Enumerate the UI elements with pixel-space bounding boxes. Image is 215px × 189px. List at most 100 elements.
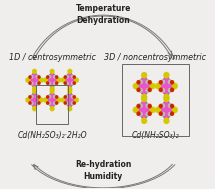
Circle shape bbox=[46, 75, 49, 79]
Circle shape bbox=[46, 95, 49, 99]
Circle shape bbox=[30, 82, 33, 85]
Polygon shape bbox=[158, 99, 175, 121]
Circle shape bbox=[146, 104, 149, 107]
Circle shape bbox=[50, 89, 55, 94]
Circle shape bbox=[32, 86, 37, 91]
Circle shape bbox=[55, 101, 58, 105]
Polygon shape bbox=[63, 91, 77, 109]
Text: Cd(NH₂SO₃)₂: Cd(NH₂SO₃)₂ bbox=[132, 131, 179, 140]
Circle shape bbox=[172, 107, 178, 113]
Circle shape bbox=[146, 112, 149, 116]
Circle shape bbox=[159, 80, 163, 84]
Circle shape bbox=[73, 81, 76, 85]
Circle shape bbox=[133, 83, 139, 89]
Circle shape bbox=[73, 75, 76, 79]
Circle shape bbox=[68, 89, 72, 94]
Circle shape bbox=[148, 112, 152, 116]
Text: 3D / noncentrosymmetric: 3D / noncentrosymmetric bbox=[104, 53, 206, 62]
Circle shape bbox=[37, 75, 41, 79]
Circle shape bbox=[39, 97, 44, 102]
Circle shape bbox=[163, 118, 169, 124]
Circle shape bbox=[55, 95, 58, 99]
Polygon shape bbox=[28, 91, 41, 109]
Circle shape bbox=[137, 80, 141, 84]
Circle shape bbox=[54, 75, 56, 78]
Circle shape bbox=[146, 88, 149, 92]
Circle shape bbox=[64, 81, 67, 85]
Circle shape bbox=[139, 104, 142, 107]
Circle shape bbox=[66, 82, 68, 85]
Circle shape bbox=[161, 80, 164, 84]
Circle shape bbox=[30, 75, 33, 78]
Circle shape bbox=[66, 102, 68, 105]
Circle shape bbox=[170, 88, 174, 92]
Circle shape bbox=[163, 94, 169, 100]
Circle shape bbox=[57, 77, 61, 83]
Circle shape bbox=[37, 81, 41, 85]
Circle shape bbox=[170, 104, 174, 108]
Polygon shape bbox=[28, 71, 41, 89]
Circle shape bbox=[25, 97, 30, 102]
Circle shape bbox=[28, 101, 32, 105]
Circle shape bbox=[149, 83, 155, 89]
Circle shape bbox=[137, 88, 141, 92]
Circle shape bbox=[148, 88, 152, 92]
Circle shape bbox=[161, 112, 164, 116]
Polygon shape bbox=[63, 71, 77, 89]
Circle shape bbox=[71, 102, 74, 105]
Circle shape bbox=[73, 95, 76, 99]
Polygon shape bbox=[136, 99, 152, 121]
Circle shape bbox=[149, 107, 155, 113]
Circle shape bbox=[163, 72, 169, 78]
Circle shape bbox=[139, 112, 142, 116]
Text: Temperature: Temperature bbox=[75, 4, 131, 13]
Circle shape bbox=[155, 83, 161, 89]
Circle shape bbox=[36, 75, 39, 78]
Polygon shape bbox=[45, 71, 59, 89]
Circle shape bbox=[159, 88, 163, 92]
Circle shape bbox=[74, 77, 79, 83]
Circle shape bbox=[64, 75, 67, 79]
Bar bbox=[122, 64, 189, 136]
Circle shape bbox=[68, 86, 72, 91]
Circle shape bbox=[66, 75, 68, 78]
Circle shape bbox=[172, 83, 178, 89]
Circle shape bbox=[50, 86, 55, 91]
Circle shape bbox=[28, 95, 32, 99]
Circle shape bbox=[50, 69, 55, 74]
Circle shape bbox=[141, 96, 147, 102]
Circle shape bbox=[30, 95, 33, 98]
Circle shape bbox=[36, 95, 39, 98]
Circle shape bbox=[137, 112, 141, 116]
Circle shape bbox=[43, 77, 48, 83]
Circle shape bbox=[168, 88, 172, 92]
Circle shape bbox=[54, 102, 56, 105]
Text: 1D / centrosymmetric: 1D / centrosymmetric bbox=[9, 53, 96, 62]
Text: Dehydration: Dehydration bbox=[76, 16, 130, 25]
Circle shape bbox=[50, 106, 55, 111]
Circle shape bbox=[159, 104, 163, 108]
Circle shape bbox=[55, 75, 58, 79]
Circle shape bbox=[32, 89, 37, 94]
Circle shape bbox=[71, 82, 74, 85]
Circle shape bbox=[146, 80, 149, 84]
Circle shape bbox=[32, 106, 37, 111]
Circle shape bbox=[46, 81, 49, 85]
Circle shape bbox=[68, 69, 72, 74]
Bar bbox=[36, 85, 68, 124]
Polygon shape bbox=[45, 91, 59, 109]
Circle shape bbox=[55, 81, 58, 85]
Circle shape bbox=[64, 95, 67, 99]
Circle shape bbox=[139, 88, 142, 92]
Circle shape bbox=[133, 107, 139, 113]
Circle shape bbox=[30, 102, 33, 105]
Circle shape bbox=[28, 75, 32, 79]
Circle shape bbox=[46, 101, 49, 105]
Circle shape bbox=[48, 82, 51, 85]
Circle shape bbox=[36, 102, 39, 105]
Circle shape bbox=[48, 102, 51, 105]
Circle shape bbox=[32, 69, 37, 74]
Circle shape bbox=[161, 88, 164, 92]
Circle shape bbox=[73, 101, 76, 105]
Circle shape bbox=[37, 95, 41, 99]
